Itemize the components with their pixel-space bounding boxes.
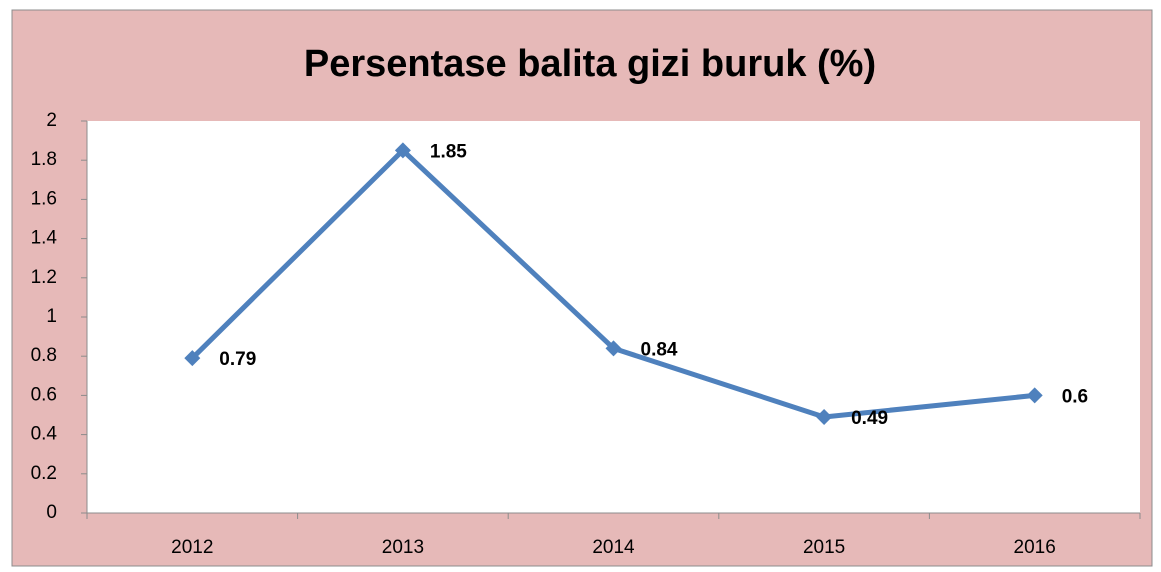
x-tick-label: 2015 <box>803 537 845 558</box>
y-tick-label: 1.6 <box>31 188 57 209</box>
data-point <box>394 142 411 159</box>
y-tick-label: 1 <box>46 306 57 327</box>
x-tick-label: 2016 <box>1014 537 1056 558</box>
y-tick-label: 0.6 <box>31 384 57 405</box>
data-label: 0.49 <box>851 408 888 429</box>
data-label: 0.6 <box>1062 386 1088 407</box>
data-point <box>816 408 833 425</box>
plot-area <box>87 121 1140 513</box>
data-point <box>184 350 201 367</box>
x-tick-label: 2014 <box>592 537 635 558</box>
y-tick-label: 0.2 <box>31 463 57 484</box>
y-tick-label: 2 <box>46 110 57 131</box>
data-label: 0.79 <box>219 349 256 370</box>
x-tick-label: 2012 <box>171 537 213 558</box>
y-tick-label: 0.4 <box>31 424 58 445</box>
data-point <box>605 340 622 357</box>
data-point <box>1026 387 1043 404</box>
data-label: 0.84 <box>641 339 678 360</box>
y-tick-label: 1.8 <box>31 149 57 170</box>
y-tick-label: 0 <box>46 502 57 523</box>
chart-title: Persentase balita gizi buruk (%) <box>304 43 876 85</box>
data-label: 1.85 <box>430 141 467 162</box>
y-tick-label: 0.8 <box>31 345 57 366</box>
x-tick-label: 2013 <box>382 537 424 558</box>
y-tick-label: 1.4 <box>31 228 58 249</box>
y-tick-label: 1.2 <box>31 267 57 288</box>
